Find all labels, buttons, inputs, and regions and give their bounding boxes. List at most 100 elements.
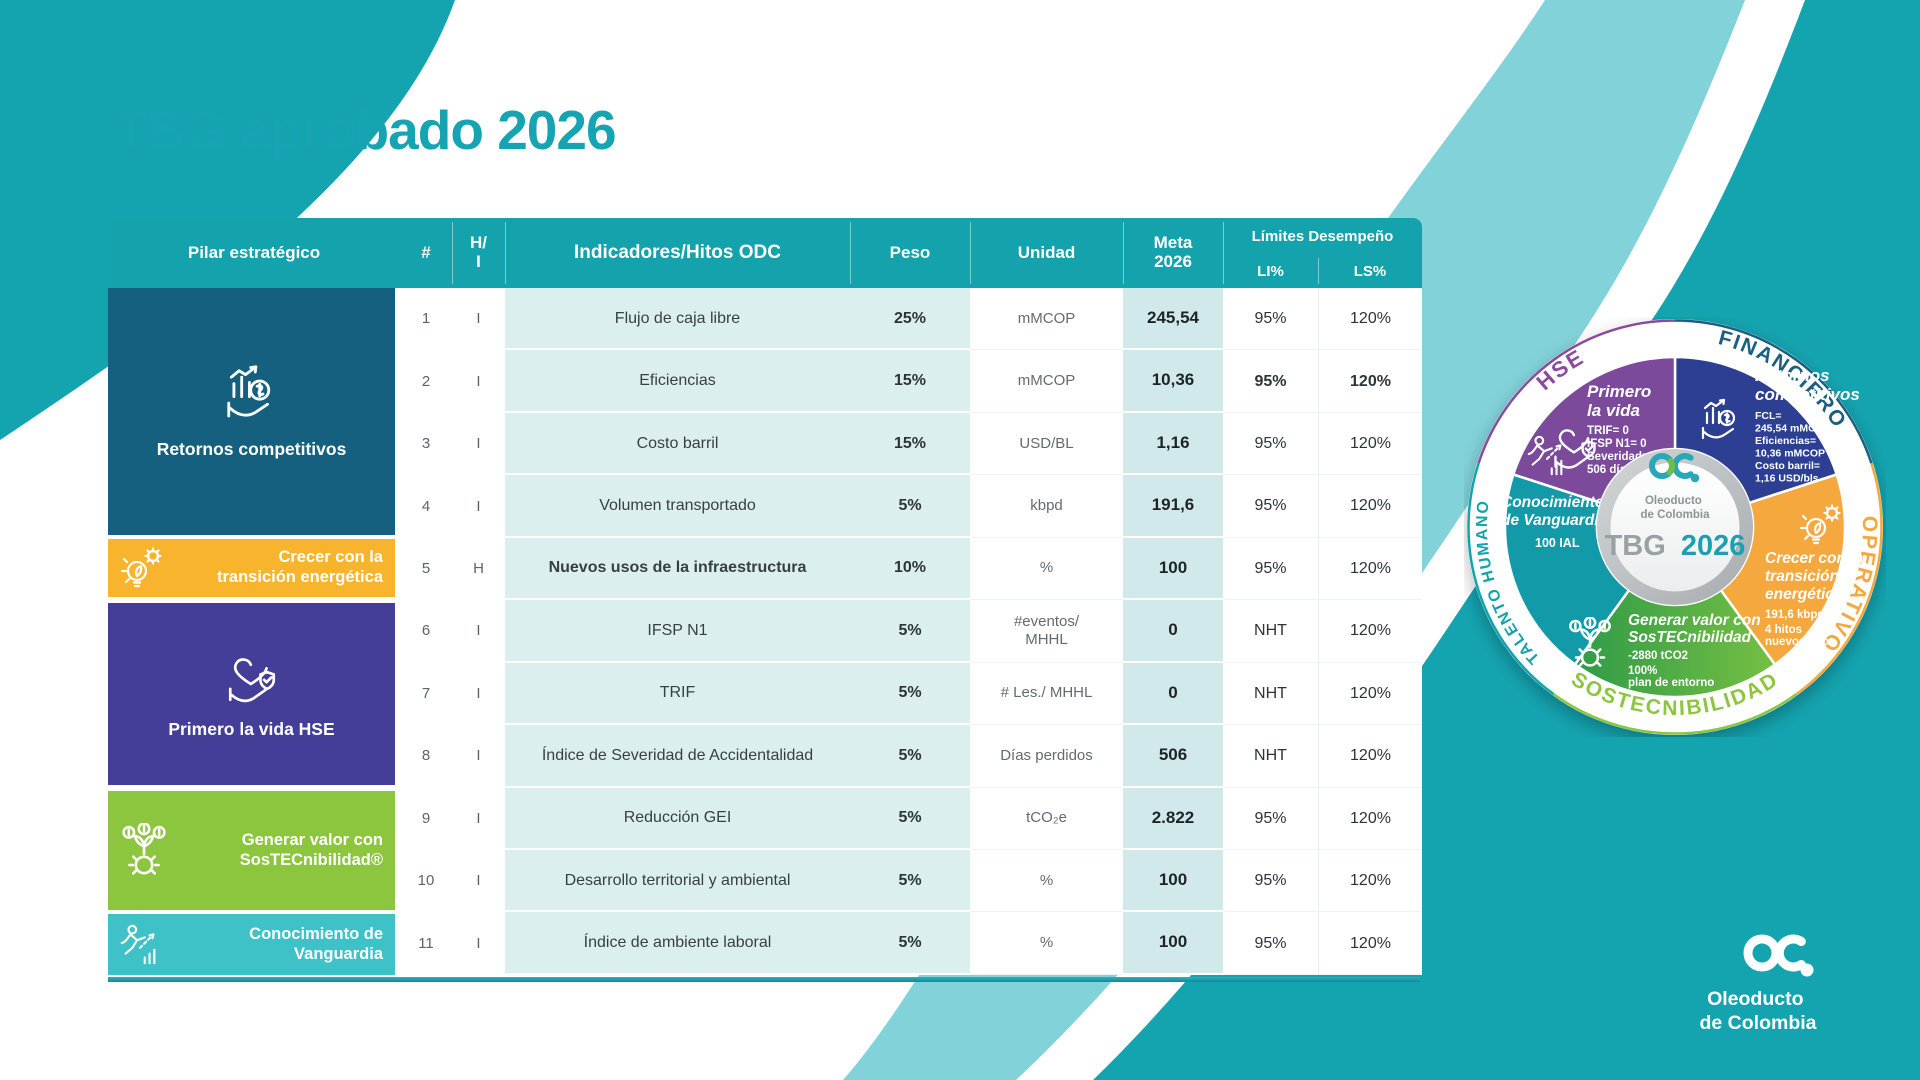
unidad-line: tCO₂e	[1026, 809, 1067, 827]
header-ls: LS%	[1353, 262, 1387, 280]
cell-num: 11	[400, 912, 452, 975]
pillar-crecer-transicion: Crecer con la transición energética	[108, 539, 395, 597]
pillar-conocimiento: Conocimiento de Vanguardia	[108, 914, 395, 975]
pillar-label: Crecer con la transición energética	[164, 548, 395, 588]
cell-li: 95%	[1223, 412, 1318, 476]
cell-li: 95%	[1223, 849, 1318, 913]
page-title: TBG aprobado 2026	[113, 99, 617, 161]
cell-ls: 120%	[1318, 787, 1422, 850]
cell-unidad: # Les./ MHHL	[970, 662, 1123, 726]
pillar-label: Primero la vida HSE	[168, 718, 335, 739]
footer-logo: Oleoducto de Colombia	[1699, 934, 1817, 1034]
cell-meta: 100	[1123, 849, 1223, 913]
cell-hi: I	[452, 475, 505, 538]
pillar-label-line: Vanguardia	[294, 944, 383, 963]
header-unidad: Unidad	[1017, 242, 1076, 262]
header-separator	[1123, 222, 1124, 284]
cell-num: 2	[400, 350, 452, 413]
header-limites: Límites Desempeño	[1251, 227, 1394, 245]
cell-meta: 10,36	[1123, 350, 1223, 413]
pillar-label-line: Crecer con la	[278, 548, 383, 567]
hse-details: TRIF= 0 IFSP N1= 0 Severidad= 506 días.	[1587, 425, 1652, 476]
header-hi-top: H/	[470, 233, 487, 253]
cell-hi: I	[452, 662, 505, 726]
pillar-label-line: Generar valor con	[241, 830, 383, 849]
cell-indicator: TRIF	[505, 662, 850, 726]
header-separator	[970, 222, 971, 284]
unidad-line: mMCOP	[1017, 309, 1076, 327]
unidad-line: # Les./ MHHL	[1000, 684, 1093, 702]
odc-logo-icon	[1649, 453, 1700, 483]
cell-li: 95%	[1223, 475, 1318, 538]
cell-num: 7	[400, 662, 452, 726]
header-peso: Peso	[889, 242, 931, 262]
cell-ls: 120%	[1318, 537, 1422, 601]
cell-li: 95%	[1223, 912, 1318, 975]
cell-peso: 5%	[850, 787, 970, 850]
cell-indicator: Nuevos usos de la infraestructura	[505, 537, 850, 601]
strategy-wheel: HSE FINANCIERO OPERATIVO SOSTECNIBILIDAD…	[1467, 319, 1883, 735]
sostecnibilidad-details: -2880 tCO2 100% plan de entorno	[1628, 650, 1714, 689]
cell-ls: 120%	[1318, 849, 1422, 913]
cell-num: 10	[400, 849, 452, 913]
arc-talento	[1467, 462, 1555, 696]
unidad-line: %	[1039, 934, 1054, 952]
cell-hi: I	[452, 912, 505, 975]
cell-num: 3	[400, 412, 452, 476]
cell-unidad: %	[970, 537, 1123, 601]
cell-ls: 120%	[1318, 725, 1422, 788]
sostecnibilidad-title: Generar valor con SosTECnibilidad	[1628, 612, 1765, 646]
unidad-line: kbpd	[1030, 497, 1063, 515]
cell-ls: 120%	[1318, 350, 1422, 413]
cell-hi: I	[452, 600, 505, 663]
header-separator	[850, 222, 851, 284]
pillar-retornos-competitivos: Retornos competitivos	[108, 288, 395, 535]
arc-operativo	[1795, 462, 1883, 696]
cell-unidad: mMCOP	[970, 350, 1123, 413]
cell-indicator: Índice de Severidad de Accidentalidad	[505, 725, 850, 788]
cell-unidad: %	[970, 912, 1123, 975]
unidad-line: USD/BL	[1019, 434, 1074, 452]
cell-num: 8	[400, 725, 452, 788]
cell-meta: 191,6	[1123, 475, 1223, 538]
cell-peso: 15%	[850, 350, 970, 413]
header-hi: H/ I	[452, 218, 505, 288]
pillar-label-line: SosTECnibilidad®	[239, 850, 383, 869]
cell-hi: I	[452, 350, 505, 413]
cell-li: NHT	[1223, 600, 1318, 663]
cell-num: 1	[400, 288, 452, 351]
cell-indicator: Costo barril	[505, 412, 850, 476]
pillar-generar-valor: Generar valor con SosTECnibilidad®	[108, 791, 395, 910]
heart-shield-hand-icon	[222, 649, 282, 707]
scorecard-table: Pilar estratégico # H/ I Indicadores/Hit…	[108, 218, 1422, 975]
header-meta: Meta 2026	[1123, 218, 1223, 288]
unidad-line: %	[1039, 559, 1054, 577]
cell-peso: 5%	[850, 725, 970, 788]
cell-unidad: kbpd	[970, 475, 1123, 538]
pillar-primero-la-vida: Primero la vida HSE	[108, 603, 395, 785]
cell-indicator: Flujo de caja libre	[505, 288, 850, 351]
cell-num: 4	[400, 475, 452, 538]
cell-hi: I	[452, 849, 505, 913]
cell-indicator: Volumen transportado	[505, 475, 850, 538]
cell-meta: 1,16	[1123, 412, 1223, 476]
cell-li: 95%	[1223, 350, 1318, 413]
arc-hse	[1477, 319, 1676, 464]
table-bottom-divider	[108, 977, 1420, 982]
unidad-line: #eventos/	[1013, 612, 1080, 630]
cell-meta: 506	[1123, 725, 1223, 788]
cell-peso: 5%	[850, 600, 970, 663]
hse-title: Primero la vida	[1587, 382, 1656, 420]
pillar-label-line: transición energética	[217, 568, 383, 586]
header-li: LI%	[1257, 262, 1284, 280]
hub-tbg-2026: TBG 2026	[1605, 530, 1746, 562]
cell-num: 9	[400, 787, 452, 850]
cell-meta: 245,54	[1123, 288, 1223, 351]
arc-financiero	[1674, 319, 1873, 464]
cell-unidad: USD/BL	[970, 412, 1123, 476]
header-separator	[452, 222, 453, 284]
header-pilar: Pilar estratégico	[187, 242, 321, 262]
odc-logo-icon	[1743, 934, 1814, 977]
cell-li: NHT	[1223, 662, 1318, 726]
cell-ls: 120%	[1318, 412, 1422, 476]
